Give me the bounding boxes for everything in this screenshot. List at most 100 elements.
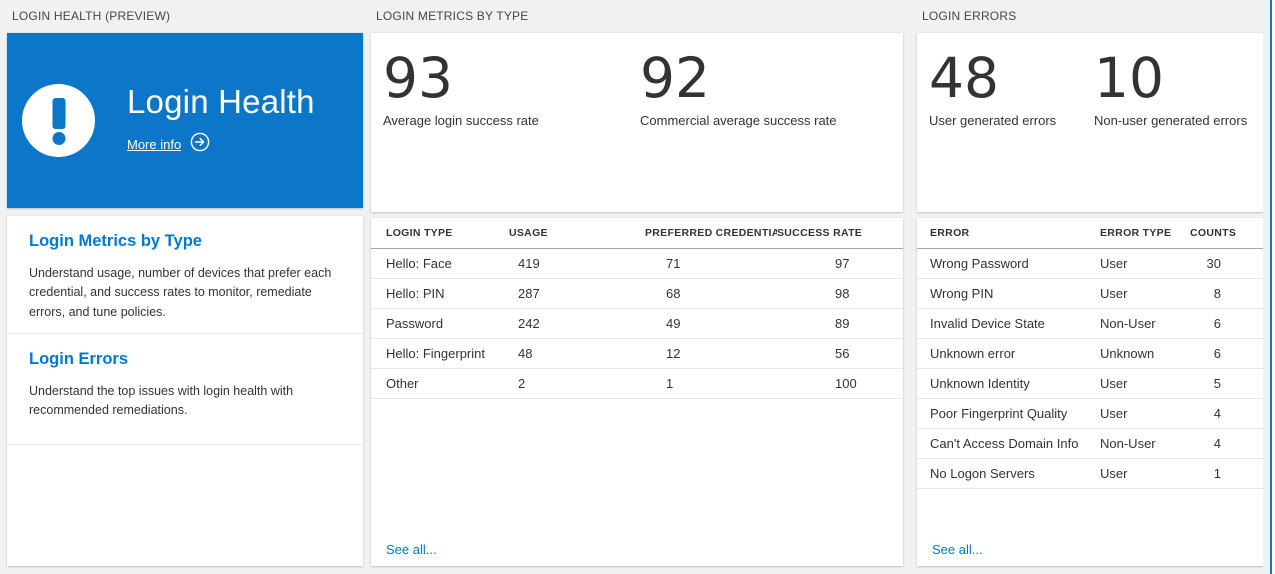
panel-title-login-metrics: LOGIN METRICS BY TYPE xyxy=(376,9,529,23)
table-header-row: ERROR ERROR TYPE COUNTS xyxy=(917,218,1263,249)
login-metrics-panel: LOGIN METRICS BY TYPE 93 Average login s… xyxy=(371,0,903,566)
table-cell: 71 xyxy=(645,248,777,279)
hero-title: Login Health xyxy=(127,83,315,121)
table-cell: 6 xyxy=(1190,338,1263,369)
table-cell: 287 xyxy=(509,278,645,309)
table-cell: 2 xyxy=(509,368,645,399)
table-cell: 48 xyxy=(509,338,645,369)
stat-label: Average login success rate xyxy=(383,113,539,129)
table-cell: 419 xyxy=(509,248,645,279)
table-row: Can't Access Domain Info Non-User 4 xyxy=(917,428,1263,459)
menu-item-login-errors[interactable]: Login Errors Understand the top issues w… xyxy=(7,333,363,444)
table-cell: Non-User xyxy=(1100,428,1190,459)
table-cell: 97 xyxy=(777,248,903,279)
blade-separator-line xyxy=(1270,0,1272,574)
login-metrics-table-tile: LOGIN TYPE USAGE PREFERRED CREDENTIAL SUCCE… xyxy=(371,218,903,566)
login-metrics-table: LOGIN TYPE USAGE PREFERRED CREDENTIAL SUCCE… xyxy=(371,218,903,399)
next-blade-edge xyxy=(1272,0,1275,574)
login-errors-panel: LOGIN ERRORS 48 User generated errors 10… xyxy=(917,0,1263,566)
table-cell: Wrong PIN xyxy=(917,278,1100,309)
table-row: Hello: Face 419 71 97 xyxy=(371,248,903,279)
stat-value: 10 xyxy=(1094,46,1164,110)
column-header: COUNTS xyxy=(1190,218,1263,249)
table-cell: Unknown Identity xyxy=(917,368,1100,399)
table-cell: 98 xyxy=(777,278,903,309)
login-metrics-stats-tile: 93 Average login success rate 92 Commerc… xyxy=(371,33,903,212)
login-health-panel: LOGIN HEALTH (PREVIEW) Login Health More… xyxy=(7,0,363,566)
table-cell: Non-User xyxy=(1100,308,1190,339)
column-header: ERROR xyxy=(917,218,1100,249)
table-cell: 6 xyxy=(1190,308,1263,339)
login-errors-table-tile: ERROR ERROR TYPE COUNTS Wrong Password User… xyxy=(917,218,1263,566)
panel-title-login-health: LOGIN HEALTH (PREVIEW) xyxy=(12,9,171,23)
more-info-link[interactable]: More info xyxy=(127,136,182,152)
table-cell: User xyxy=(1100,278,1190,309)
table-row: Hello: Fingerprint 48 12 56 xyxy=(371,338,903,369)
stat-value: 92 xyxy=(640,46,710,110)
table-cell: 68 xyxy=(645,278,777,309)
table-cell: 56 xyxy=(777,338,903,369)
table-row: Hello: PIN 287 68 98 xyxy=(371,278,903,309)
table-cell: Poor Fingerprint Quality xyxy=(917,398,1100,429)
table-cell: Hello: Face xyxy=(371,248,509,279)
table-row: No Logon Servers User 1 xyxy=(917,458,1263,489)
column-header: ERROR TYPE xyxy=(1100,218,1190,249)
table-cell: Hello: Fingerprint xyxy=(371,338,509,369)
table-row: Invalid Device State Non-User 6 xyxy=(917,308,1263,339)
table-cell: 100 xyxy=(777,368,903,399)
table-row: Wrong Password User 30 xyxy=(917,248,1263,279)
column-header: SUCCESS RATE xyxy=(777,218,903,249)
arrow-right-circle-icon[interactable] xyxy=(190,132,210,157)
login-errors-stats-tile: 48 User generated errors 10 Non-user gen… xyxy=(917,33,1263,212)
stat-label: Non-user generated errors xyxy=(1094,113,1248,129)
login-errors-table: ERROR ERROR TYPE COUNTS Wrong Password User… xyxy=(917,218,1263,489)
table-cell: 5 xyxy=(1190,368,1263,399)
column-header: LOGIN TYPE xyxy=(371,218,509,249)
login-health-hero-tile[interactable]: Login Health More info xyxy=(7,33,363,208)
table-cell: 242 xyxy=(509,308,645,339)
stat-value: 93 xyxy=(383,46,453,110)
table-cell: 49 xyxy=(645,308,777,339)
table-cell: Hello: PIN xyxy=(371,278,509,309)
see-all-link[interactable]: See all... xyxy=(932,542,983,557)
login-health-menu-card: Login Metrics by Type Understand usage, … xyxy=(7,216,363,566)
table-cell: No Logon Servers xyxy=(917,458,1100,489)
table-cell: Invalid Device State xyxy=(917,308,1100,339)
table-cell: Can't Access Domain Info xyxy=(917,428,1100,459)
stat-label: Commercial average success rate xyxy=(640,113,837,129)
stat-commercial-success-rate: 92 Commercial average success rate xyxy=(640,46,900,212)
menu-item-title: Login Metrics by Type xyxy=(29,232,202,250)
table-cell: User xyxy=(1100,398,1190,429)
column-header: USAGE xyxy=(509,218,645,249)
menu-item-description: Understand the top issues with login hea… xyxy=(29,384,294,418)
menu-item-login-metrics-by-type[interactable]: Login Metrics by Type Understand usage, … xyxy=(7,216,363,333)
menu-item-description: Understand usage, number of devices that… xyxy=(29,266,332,319)
table-cell: 1 xyxy=(1190,458,1263,489)
see-all-link[interactable]: See all... xyxy=(386,542,437,557)
table-row: Wrong PIN User 8 xyxy=(917,278,1263,309)
table-cell: 12 xyxy=(645,338,777,369)
table-cell: 30 xyxy=(1190,248,1263,279)
table-row: Other 2 1 100 xyxy=(371,368,903,399)
table-row: Poor Fingerprint Quality User 4 xyxy=(917,398,1263,429)
stat-user-generated-errors: 48 User generated errors xyxy=(929,46,1094,212)
table-cell: Unknown error xyxy=(917,338,1100,369)
hero-text: Login Health More info xyxy=(127,84,315,156)
menu-empty-section xyxy=(7,444,363,565)
table-row: Unknown Identity User 5 xyxy=(917,368,1263,399)
exclamation-icon xyxy=(22,84,95,157)
table-cell: 1 xyxy=(645,368,777,399)
table-row: Password 242 49 89 xyxy=(371,308,903,339)
stat-average-success-rate: 93 Average login success rate xyxy=(383,46,640,212)
table-cell: 4 xyxy=(1190,428,1263,459)
table-header-row: LOGIN TYPE USAGE PREFERRED CREDENTIAL SUCCE… xyxy=(371,218,903,249)
table-row: Unknown error Unknown 6 xyxy=(917,338,1263,369)
table-cell: Password xyxy=(371,308,509,339)
stat-value: 48 xyxy=(929,46,999,110)
table-cell: User xyxy=(1100,368,1190,399)
panel-title-login-errors: LOGIN ERRORS xyxy=(922,9,1017,23)
column-header: PREFERRED CREDENTIAL xyxy=(645,218,777,249)
table-cell: Wrong Password xyxy=(917,248,1100,279)
table-cell: 89 xyxy=(777,308,903,339)
table-cell: Other xyxy=(371,368,509,399)
